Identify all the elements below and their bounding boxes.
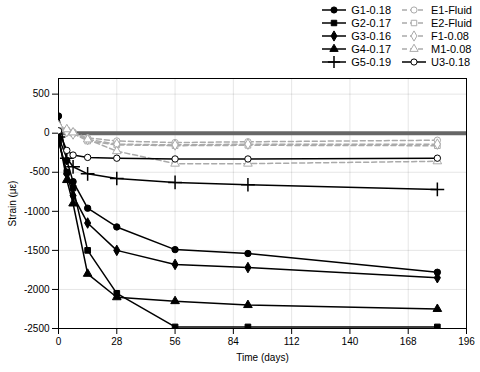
html-text:U3-0.18: U3-0.18 [431, 56, 471, 68]
svg-text:0: 0 [44, 127, 50, 138]
html-text:G4-0.17: G4-0.17 [351, 43, 391, 55]
svg-text:140: 140 [342, 336, 359, 347]
svg-text:-2500: -2500 [24, 323, 50, 334]
svg-text:56: 56 [170, 336, 182, 347]
svg-text:-2000: -2000 [24, 284, 50, 295]
svg-text:0: 0 [56, 336, 62, 347]
html-text:G1-0.18: G1-0.18 [351, 4, 391, 16]
svg-text:28: 28 [111, 336, 123, 347]
html-text:G2-0.17: G2-0.17 [351, 17, 391, 29]
svg-text:-500: -500 [29, 166, 49, 177]
svg-text:Time (days): Time (days) [236, 352, 288, 363]
html-text:G5-0.19: G5-0.19 [351, 56, 391, 68]
svg-text:Strain (με): Strain (με) [7, 181, 18, 227]
svg-text:168: 168 [400, 336, 417, 347]
svg-text:112: 112 [284, 336, 300, 347]
html-text:F1-0.08: F1-0.08 [431, 30, 469, 42]
svg-text:84: 84 [228, 336, 240, 347]
svg-text:500: 500 [33, 88, 50, 99]
html-text:M1-0.08: M1-0.08 [431, 43, 472, 55]
html-text:G3-0.16: G3-0.16 [351, 30, 391, 42]
svg-text:-1500: -1500 [24, 245, 50, 256]
svg-text:196: 196 [458, 336, 475, 347]
svg-text:-1000: -1000 [24, 206, 50, 217]
html-text:E1-Fluid: E1-Fluid [431, 4, 472, 16]
html-text:E2-Fluid: E2-Fluid [431, 17, 472, 29]
